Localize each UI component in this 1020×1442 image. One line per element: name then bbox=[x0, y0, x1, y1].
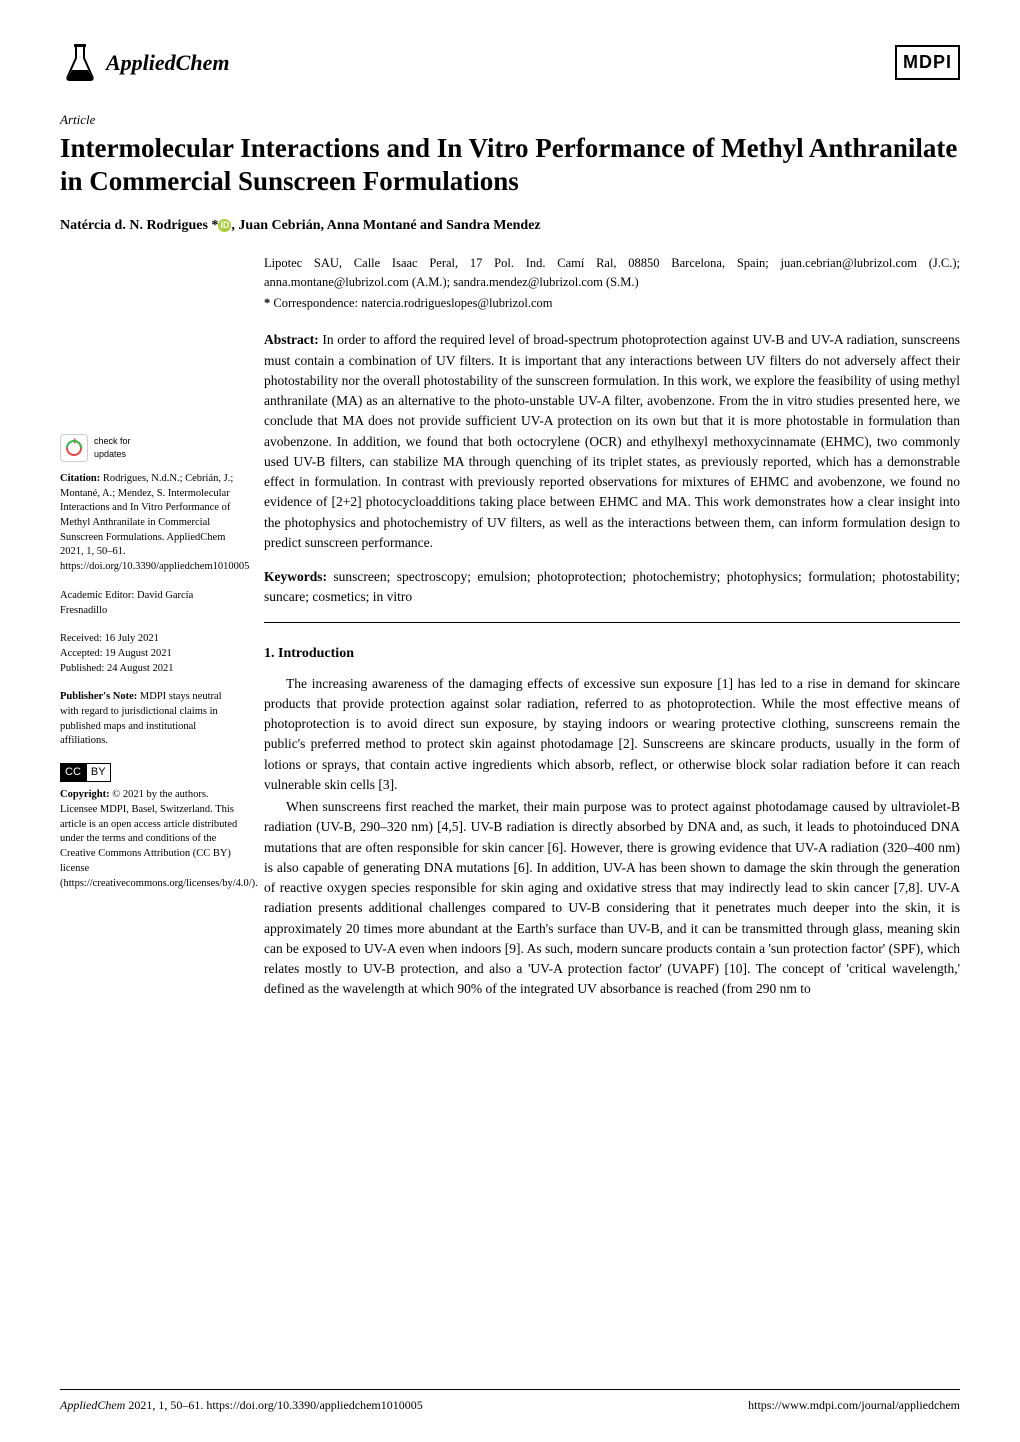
by-icon: BY bbox=[86, 763, 111, 782]
footer-right: https://www.mdpi.com/journal/appliedchem bbox=[748, 1396, 960, 1414]
section-heading: 1. Introduction bbox=[264, 643, 960, 664]
abstract-text: In order to afford the required level of… bbox=[264, 332, 960, 550]
footer-citation: 2021, 1, 50–61. https://doi.org/10.3390/… bbox=[125, 1398, 422, 1412]
received-date: Received: 16 July 2021 bbox=[60, 632, 240, 647]
main-column: Lipotec SAU, Calle Isaac Peral, 17 Pol. … bbox=[264, 254, 960, 1002]
journal-name: AppliedChem bbox=[106, 46, 229, 79]
article-title: Intermolecular Interactions and In Vitro… bbox=[0, 130, 1020, 212]
orcid-icon: iD bbox=[218, 219, 231, 232]
footer-left: AppliedChem 2021, 1, 50–61. https://doi.… bbox=[60, 1396, 423, 1414]
page-footer: AppliedChem 2021, 1, 50–61. https://doi.… bbox=[60, 1389, 960, 1414]
other-authors: , Juan Cebrián, Anna Montané and Sandra … bbox=[231, 218, 540, 233]
publishers-note-label: Publisher's Note: bbox=[60, 691, 137, 702]
correspondence: * Correspondence: natercia.rodrigueslope… bbox=[264, 294, 960, 313]
authors-line: Natércia d. N. Rodrigues *iD, Juan Cebri… bbox=[0, 211, 1020, 254]
journal-logo: AppliedChem bbox=[60, 42, 229, 82]
cc-badge: CC BY bbox=[60, 763, 240, 782]
accepted-date: Accepted: 19 August 2021 bbox=[60, 647, 240, 662]
corresponding-author: Natércia d. N. Rodrigues * bbox=[60, 218, 218, 233]
keywords-text: sunscreen; spectroscopy; emulsion; photo… bbox=[264, 569, 960, 604]
citation-text: Rodrigues, N.d.N.; Cebrián, J.; Montané,… bbox=[60, 473, 249, 572]
copyright-label: Copyright: bbox=[60, 789, 110, 800]
citation-block: Citation: Rodrigues, N.d.N.; Cebrián, J.… bbox=[60, 472, 240, 575]
divider bbox=[264, 622, 960, 623]
keywords-block: Keywords: sunscreen; spectroscopy; emuls… bbox=[264, 567, 960, 608]
article-type: Article bbox=[0, 92, 1020, 130]
citation-label: Citation: bbox=[60, 473, 100, 484]
published-date: Published: 24 August 2021 bbox=[60, 662, 240, 677]
flask-icon bbox=[60, 42, 100, 82]
intro-para-1: The increasing awareness of the damaging… bbox=[264, 674, 960, 796]
footer-journal: AppliedChem bbox=[60, 1398, 125, 1412]
sidebar: check for updates Citation: Rodrigues, N… bbox=[60, 254, 240, 1002]
check-updates-badge[interactable]: check for updates bbox=[60, 434, 240, 462]
keywords-label: Keywords: bbox=[264, 569, 327, 584]
publisher-logo: MDPI bbox=[895, 45, 960, 80]
copyright-text: © 2021 by the authors. Licensee MDPI, Ba… bbox=[60, 789, 258, 888]
check-updates-label: check for updates bbox=[94, 435, 131, 460]
correspondence-star: * bbox=[264, 296, 270, 310]
editor-label: Academic Editor: bbox=[60, 590, 134, 601]
publishers-note-block: Publisher's Note: MDPI stays neutral wit… bbox=[60, 690, 240, 749]
abstract-label: Abstract: bbox=[264, 332, 319, 347]
editor-block: Academic Editor: David García Fresnadill… bbox=[60, 589, 240, 618]
affiliation: Lipotec SAU, Calle Isaac Peral, 17 Pol. … bbox=[264, 254, 960, 292]
abstract-block: Abstract: In order to afford the require… bbox=[264, 330, 960, 553]
header-row: AppliedChem MDPI bbox=[0, 0, 1020, 92]
correspondence-text: Correspondence: natercia.rodrigueslopes@… bbox=[273, 296, 552, 310]
intro-para-2: When sunscreens first reached the market… bbox=[264, 797, 960, 1000]
copyright-block: Copyright: © 2021 by the authors. Licens… bbox=[60, 788, 240, 891]
refresh-icon bbox=[60, 434, 88, 462]
dates-block: Received: 16 July 2021 Accepted: 19 Augu… bbox=[60, 632, 240, 676]
cc-icon: CC bbox=[60, 763, 86, 782]
main-content: check for updates Citation: Rodrigues, N… bbox=[0, 254, 1020, 1002]
